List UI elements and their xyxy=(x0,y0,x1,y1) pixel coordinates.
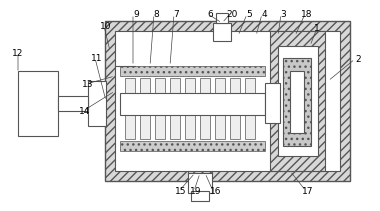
Bar xyxy=(270,31,325,171)
Text: 5: 5 xyxy=(246,9,252,19)
Bar xyxy=(120,66,265,76)
Text: 18: 18 xyxy=(301,9,313,19)
Text: 2: 2 xyxy=(355,54,361,64)
Text: 7: 7 xyxy=(173,9,179,19)
Bar xyxy=(120,93,265,115)
Text: 10: 10 xyxy=(100,22,112,31)
Bar xyxy=(170,78,180,139)
Text: 9: 9 xyxy=(133,9,139,19)
Text: 14: 14 xyxy=(79,107,91,115)
Text: 20: 20 xyxy=(226,9,238,19)
Text: 8: 8 xyxy=(153,9,159,19)
Bar xyxy=(115,31,340,171)
Text: 19: 19 xyxy=(190,187,202,196)
Bar xyxy=(283,58,311,146)
Bar xyxy=(215,78,225,139)
Text: 6: 6 xyxy=(207,9,213,19)
Text: 13: 13 xyxy=(82,80,94,88)
Bar xyxy=(191,191,209,201)
Text: 17: 17 xyxy=(302,187,314,196)
Bar xyxy=(278,46,318,156)
Bar xyxy=(245,78,255,139)
Bar xyxy=(58,96,88,111)
Bar xyxy=(140,78,150,139)
Bar xyxy=(216,13,228,23)
Bar xyxy=(120,141,265,151)
Bar xyxy=(88,81,106,126)
Bar xyxy=(125,78,135,139)
Text: 4: 4 xyxy=(261,9,267,19)
Bar xyxy=(155,78,165,139)
Bar xyxy=(18,71,58,136)
Bar xyxy=(105,21,350,181)
Bar xyxy=(230,78,240,139)
Bar xyxy=(185,78,195,139)
Bar xyxy=(290,71,304,133)
Text: 3: 3 xyxy=(280,9,286,19)
Text: 16: 16 xyxy=(210,187,222,196)
Bar xyxy=(213,23,231,41)
Text: 1: 1 xyxy=(314,23,320,32)
Bar xyxy=(200,78,210,139)
Bar xyxy=(265,83,280,123)
Text: 11: 11 xyxy=(91,54,103,62)
Text: 15: 15 xyxy=(175,187,187,196)
Text: 12: 12 xyxy=(12,49,24,58)
Bar xyxy=(188,173,212,193)
